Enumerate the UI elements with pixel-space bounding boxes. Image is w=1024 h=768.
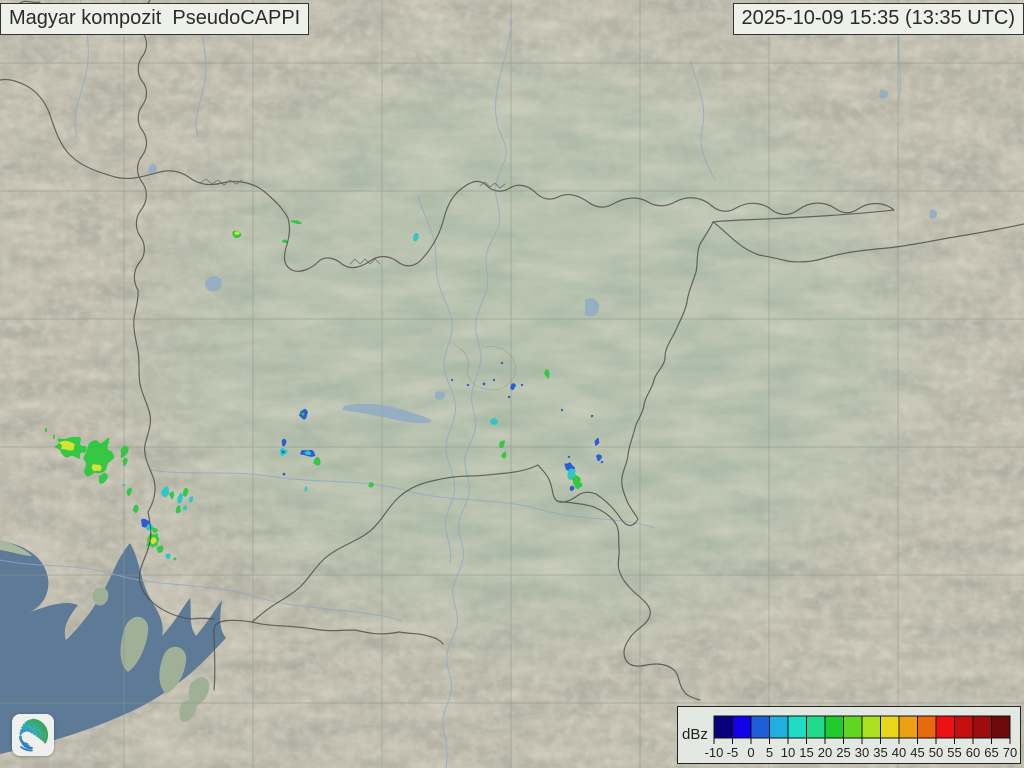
svg-text:70: 70 xyxy=(1003,745,1017,760)
svg-text:dBz: dBz xyxy=(682,726,708,743)
svg-text:5: 5 xyxy=(766,745,773,760)
svg-text:-10: -10 xyxy=(705,745,724,760)
svg-text:40: 40 xyxy=(892,745,906,760)
svg-text:35: 35 xyxy=(873,745,887,760)
svg-text:50: 50 xyxy=(929,745,943,760)
svg-text:65: 65 xyxy=(984,745,998,760)
svg-text:-5: -5 xyxy=(727,745,739,760)
svg-text:25: 25 xyxy=(836,745,850,760)
svg-text:10: 10 xyxy=(781,745,795,760)
svg-text:0: 0 xyxy=(747,745,754,760)
svg-text:55: 55 xyxy=(947,745,961,760)
svg-text:45: 45 xyxy=(910,745,924,760)
svg-text:20: 20 xyxy=(818,745,832,760)
svg-text:30: 30 xyxy=(855,745,869,760)
svg-text:60: 60 xyxy=(966,745,980,760)
svg-text:15: 15 xyxy=(799,745,813,760)
